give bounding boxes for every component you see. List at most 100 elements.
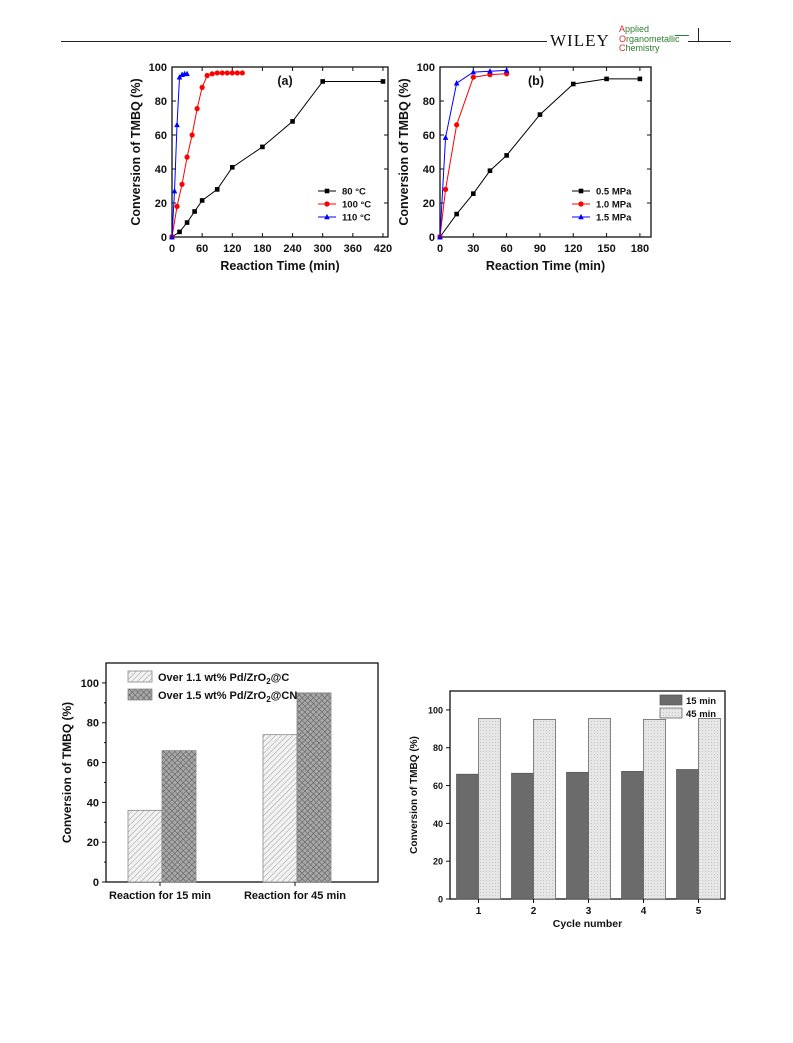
data-point xyxy=(194,106,200,112)
y-tick-label: 0 xyxy=(161,232,167,244)
data-point xyxy=(199,84,205,90)
legend-label: 0.5 MPa xyxy=(596,187,632,198)
legend-label: Over 1.1 wt% Pd/ZrO2@C xyxy=(158,672,289,686)
data-point xyxy=(454,122,460,128)
legend-label: 45 min xyxy=(686,709,716,720)
bar xyxy=(478,718,501,900)
y-tick-label: 60 xyxy=(433,781,443,791)
legend-label: 1.5 MPa xyxy=(596,213,632,224)
x-tick-label: 120 xyxy=(564,243,582,255)
y-tick-label: 40 xyxy=(87,797,99,809)
x-tick-label: 300 xyxy=(314,243,332,255)
x-axis-label: Reaction Time (min) xyxy=(220,259,339,273)
legend-label: 15 min xyxy=(686,696,716,707)
data-point xyxy=(209,71,215,77)
data-point xyxy=(174,203,180,209)
bar xyxy=(296,692,332,883)
data-point xyxy=(442,134,449,140)
series-line xyxy=(439,73,507,238)
x-tick-label: 360 xyxy=(344,243,362,255)
bar xyxy=(456,773,479,900)
data-point xyxy=(442,186,449,192)
x-tick-label: 240 xyxy=(283,243,301,255)
y-tick-label: 20 xyxy=(423,198,435,210)
bar xyxy=(127,809,163,883)
legend: 80 °C 100 °C 110 °C xyxy=(318,187,371,224)
y-tick-label: 0 xyxy=(93,877,99,889)
data-point xyxy=(214,70,220,76)
bar xyxy=(262,734,298,883)
series-2 xyxy=(169,70,190,240)
data-point xyxy=(192,209,197,214)
x-tick-label: 2 xyxy=(531,906,537,917)
legend-label: Over 1.5 wt% Pd/ZrO2@CN xyxy=(158,690,297,704)
data-point xyxy=(239,70,245,76)
bar xyxy=(643,719,666,900)
data-point xyxy=(184,154,190,160)
x-tick-label: 60 xyxy=(196,243,208,255)
chart-temperature: 0 60 120 180 240 300 360 420 0 20 40 60 80 100 Reactio… xyxy=(129,62,392,273)
x-tick-label: 0 xyxy=(437,243,443,255)
series-line xyxy=(171,73,188,238)
bar xyxy=(533,719,556,900)
y-tick-label: 20 xyxy=(433,857,443,867)
y-axis-label: Conversion of TMBQ (%) xyxy=(397,78,411,225)
y-tick-label: 80 xyxy=(155,96,167,108)
publisher-logo: WILEY xyxy=(550,31,610,50)
data-point xyxy=(234,70,240,76)
bar xyxy=(698,718,721,900)
legend-swatch xyxy=(127,670,153,683)
x-tick-label: 0 xyxy=(169,243,175,255)
x-tick-label: 5 xyxy=(696,906,702,917)
y-tick-label: 60 xyxy=(155,130,167,142)
data-point xyxy=(177,229,182,235)
chart-recycling: 0 20 40 60 80 100 Conversion of TMBQ (%) 1 2 3 4 5 C… xyxy=(409,690,726,930)
series-1 xyxy=(169,70,245,240)
data-point xyxy=(169,233,175,240)
data-point xyxy=(184,70,190,77)
x-tick-label: 180 xyxy=(253,243,271,255)
data-point xyxy=(470,74,476,80)
bar xyxy=(588,718,611,900)
data-point xyxy=(171,188,178,194)
series-line xyxy=(171,72,243,238)
y-axis-label: Conversion of TMBQ (%) xyxy=(60,702,74,843)
y-tick-label: 20 xyxy=(155,198,167,210)
x-tick-label: 420 xyxy=(374,243,392,255)
bar xyxy=(511,772,534,900)
data-point xyxy=(324,188,330,194)
data-point xyxy=(229,165,235,170)
y-tick-label: 60 xyxy=(87,758,99,770)
data-point xyxy=(487,68,493,74)
legend-label: 100 °C xyxy=(342,200,371,211)
y-tick-label: 40 xyxy=(433,819,443,829)
plot-frame xyxy=(171,66,389,238)
x-tick-label: 4 xyxy=(641,906,647,917)
data-point xyxy=(637,76,643,82)
series-1 xyxy=(437,71,510,240)
panel-label: (b) xyxy=(528,74,544,88)
data-point xyxy=(504,153,509,158)
x-axis-label: Reaction Time (min) xyxy=(486,259,605,273)
y-tick-label: 100 xyxy=(149,62,167,74)
y-tick-label: 80 xyxy=(87,718,99,730)
data-point xyxy=(578,213,584,220)
data-point xyxy=(290,119,295,124)
legend-swatch xyxy=(659,707,683,719)
plot-frame xyxy=(439,66,652,238)
y-tick-label: 0 xyxy=(429,232,435,244)
data-point xyxy=(260,144,265,150)
data-point xyxy=(189,132,195,138)
y-tick-label: 0 xyxy=(438,895,443,905)
journal-line: Organometallic xyxy=(619,33,680,44)
header-rule-right xyxy=(688,41,731,42)
data-point xyxy=(503,67,510,73)
series-line xyxy=(439,69,507,238)
y-tick-label: 40 xyxy=(423,164,435,176)
journal-line: Applied xyxy=(619,24,650,34)
y-tick-label: 100 xyxy=(428,705,443,715)
chart-catalyst-comparison: 0 20 40 60 80 100 Conversion of TMBQ (%) Reacti… xyxy=(60,662,379,902)
y-tick-label: 100 xyxy=(81,678,99,690)
journal-line: Chemistry xyxy=(619,43,660,53)
legend: 0.5 MPa 1.0 MPa 1.5 MPa xyxy=(572,187,632,224)
